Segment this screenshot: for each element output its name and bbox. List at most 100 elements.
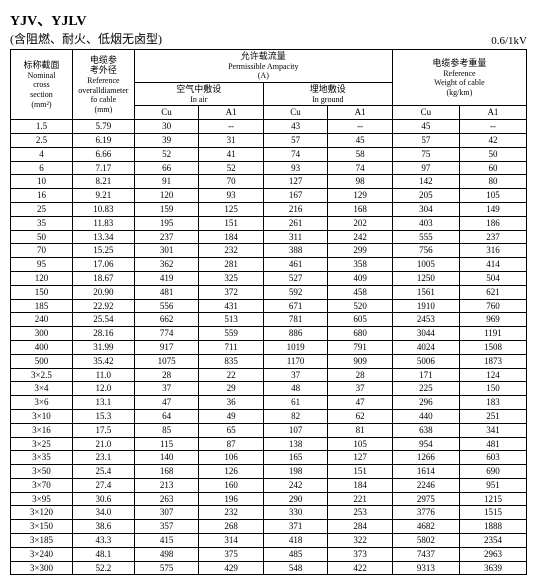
- cell: 205: [392, 189, 459, 203]
- cell: 62: [328, 409, 393, 423]
- cell: 82: [263, 409, 328, 423]
- table-row: 2.56.19393157455742: [11, 133, 527, 147]
- cell: 3×240: [11, 547, 73, 561]
- table-row: 3×412.037294837225150: [11, 382, 527, 396]
- cell: 3×185: [11, 534, 73, 548]
- cell: 9.21: [72, 189, 134, 203]
- cell: 341: [459, 423, 526, 437]
- cell: 171: [392, 368, 459, 382]
- cell: 81: [328, 423, 393, 437]
- cell: --: [328, 120, 393, 134]
- cell: 17.06: [72, 258, 134, 272]
- cell: 9313: [392, 561, 459, 575]
- cell: 42: [459, 133, 526, 147]
- cell: 917: [134, 340, 199, 354]
- cell: 6.19: [72, 133, 134, 147]
- table-row: 169.2112093167129205105: [11, 189, 527, 203]
- cell: 52: [134, 147, 199, 161]
- cell: 358: [328, 258, 393, 272]
- cable-spec-table: 标称截面 Nominal cross section (mm²) 电缆参 考外径…: [10, 49, 527, 575]
- cell: 1561: [392, 285, 459, 299]
- cell: 29: [199, 382, 264, 396]
- cell: 126: [199, 465, 264, 479]
- table-row: 3×7027.42131602421842246951: [11, 478, 527, 492]
- cell: 690: [459, 465, 526, 479]
- voltage: 0.6/1kV: [491, 35, 527, 47]
- cell: 61: [263, 396, 328, 410]
- cell: 186: [459, 216, 526, 230]
- cell: 25.4: [72, 465, 134, 479]
- cell: 52: [199, 161, 264, 175]
- cell: 10.83: [72, 202, 134, 216]
- cell: 300: [11, 327, 73, 341]
- cell: 16: [11, 189, 73, 203]
- cell: 11.0: [72, 368, 134, 382]
- cell: 240: [11, 313, 73, 327]
- cell: 41: [199, 147, 264, 161]
- table-row: 3×12034.030723233025337761515: [11, 506, 527, 520]
- cell: 909: [328, 354, 393, 368]
- cell: 2.5: [11, 133, 73, 147]
- cell: 307: [134, 506, 199, 520]
- cell: 3776: [392, 506, 459, 520]
- cell: 418: [263, 534, 328, 548]
- col-ground-cu: Cu: [263, 106, 328, 120]
- cell: 20.90: [72, 285, 134, 299]
- cell: 47: [328, 396, 393, 410]
- table-row: 3×1617.5856510781638341: [11, 423, 527, 437]
- cell: 6.66: [72, 147, 134, 161]
- cell: 43.3: [72, 534, 134, 548]
- cell: 50: [459, 147, 526, 161]
- table-body: 1.55.7930--43--45--2.56.1939315745574246…: [11, 120, 527, 575]
- cell: 22.92: [72, 299, 134, 313]
- cell: 150: [11, 285, 73, 299]
- cell: 91: [134, 175, 199, 189]
- cell: 316: [459, 244, 526, 258]
- cell: 886: [263, 327, 328, 341]
- cell: 400: [11, 340, 73, 354]
- cell: 304: [392, 202, 459, 216]
- cell: 605: [328, 313, 393, 327]
- cell: 98: [328, 175, 393, 189]
- cell: 498: [134, 547, 199, 561]
- table-row: 50035.421075835117090950061873: [11, 354, 527, 368]
- cell: 129: [328, 189, 393, 203]
- cell: 97: [392, 161, 459, 175]
- table-row: 3×1015.364498262440251: [11, 409, 527, 423]
- cell: 150: [459, 382, 526, 396]
- cell: 35: [11, 216, 73, 230]
- cell: 70: [199, 175, 264, 189]
- cell: 3×4: [11, 382, 73, 396]
- cell: 835: [199, 354, 264, 368]
- cell: 431: [199, 299, 264, 313]
- cell: 638: [392, 423, 459, 437]
- cell: 375: [199, 547, 264, 561]
- cell: 520: [328, 299, 393, 313]
- cell: 11.83: [72, 216, 134, 230]
- cell: 403: [392, 216, 459, 230]
- cell: 1019: [263, 340, 328, 354]
- cell: 120: [134, 189, 199, 203]
- cell: 513: [199, 313, 264, 327]
- table-row: 40031.99917711101979140241508: [11, 340, 527, 354]
- cell: 5.79: [72, 120, 134, 134]
- cell: 45: [392, 120, 459, 134]
- cell: 196: [199, 492, 264, 506]
- cell: 50: [11, 230, 73, 244]
- table-row: 3×3523.11401061651271266603: [11, 451, 527, 465]
- cell: 60: [459, 161, 526, 175]
- title-sub: (含阻燃、耐火、低烟无卤型): [10, 30, 162, 47]
- cell: 28: [134, 368, 199, 382]
- cell: 115: [134, 437, 199, 451]
- cell: 74: [263, 147, 328, 161]
- cell: --: [199, 120, 264, 134]
- cell: 35.42: [72, 354, 134, 368]
- cell: 37: [263, 368, 328, 382]
- cell: 2453: [392, 313, 459, 327]
- cell: 2963: [459, 547, 526, 561]
- cell: 429: [199, 561, 264, 575]
- cell: 237: [134, 230, 199, 244]
- cell: 13.1: [72, 396, 134, 410]
- cell: 268: [199, 520, 264, 534]
- cell: 481: [134, 285, 199, 299]
